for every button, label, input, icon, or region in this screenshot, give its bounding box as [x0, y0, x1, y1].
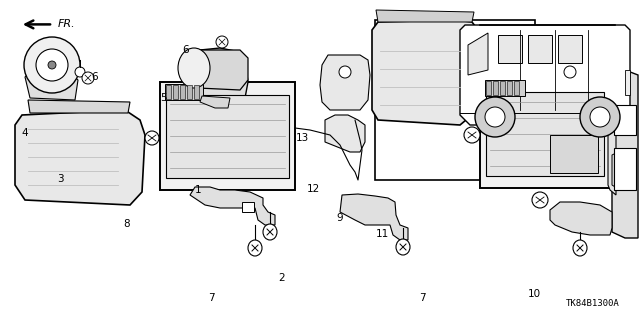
Polygon shape	[468, 33, 488, 75]
Bar	[493, 81, 498, 95]
Bar	[514, 81, 519, 95]
Bar	[498, 35, 522, 63]
Text: 4: 4	[21, 128, 28, 138]
Polygon shape	[625, 70, 630, 95]
Polygon shape	[372, 20, 478, 125]
Bar	[550, 135, 598, 173]
Polygon shape	[612, 152, 626, 190]
Bar	[375, 20, 535, 180]
Polygon shape	[325, 115, 365, 152]
Ellipse shape	[339, 66, 351, 78]
Bar	[486, 81, 491, 95]
Bar	[485, 80, 525, 96]
Text: 13: 13	[296, 132, 308, 143]
Text: 11: 11	[376, 228, 389, 239]
Bar	[165, 84, 203, 100]
Bar	[180, 85, 185, 99]
Ellipse shape	[82, 72, 94, 84]
Ellipse shape	[263, 224, 277, 240]
Ellipse shape	[145, 131, 159, 145]
Polygon shape	[550, 202, 612, 235]
Polygon shape	[190, 50, 248, 90]
Text: 7: 7	[208, 292, 214, 303]
Polygon shape	[608, 65, 616, 195]
Ellipse shape	[24, 37, 80, 93]
Bar	[558, 35, 582, 63]
Text: 8: 8	[124, 219, 130, 229]
Ellipse shape	[590, 107, 610, 127]
Ellipse shape	[178, 48, 210, 88]
Ellipse shape	[564, 66, 576, 78]
Bar	[242, 202, 254, 212]
Polygon shape	[555, 58, 614, 88]
Text: 6: 6	[92, 72, 98, 82]
Polygon shape	[320, 55, 370, 110]
Polygon shape	[192, 48, 248, 105]
Bar	[507, 81, 512, 95]
Text: 5: 5	[160, 92, 166, 103]
Ellipse shape	[573, 240, 587, 256]
Ellipse shape	[485, 107, 505, 127]
Bar	[486, 92, 604, 176]
Polygon shape	[190, 187, 275, 225]
Text: 6: 6	[182, 44, 189, 55]
Text: 10: 10	[528, 289, 541, 300]
Ellipse shape	[75, 67, 85, 77]
Ellipse shape	[580, 97, 620, 137]
Text: 1: 1	[195, 185, 202, 196]
Ellipse shape	[48, 61, 56, 69]
Text: FR.: FR.	[58, 20, 76, 29]
Bar	[160, 82, 295, 190]
Bar	[500, 81, 505, 95]
Ellipse shape	[464, 127, 480, 143]
Text: 2: 2	[278, 273, 285, 284]
Ellipse shape	[396, 239, 410, 255]
Text: 3: 3	[58, 174, 64, 184]
Text: 7: 7	[419, 292, 426, 303]
Polygon shape	[376, 10, 474, 22]
Bar	[166, 85, 171, 99]
Bar	[194, 85, 199, 99]
Bar	[166, 95, 289, 178]
Polygon shape	[25, 72, 78, 100]
Bar	[187, 85, 192, 99]
Polygon shape	[28, 100, 130, 113]
Bar	[614, 148, 636, 190]
Ellipse shape	[532, 192, 548, 208]
Ellipse shape	[216, 36, 228, 48]
Bar	[528, 35, 552, 63]
Bar	[173, 85, 178, 99]
Ellipse shape	[248, 240, 262, 256]
Text: TK84B1300A: TK84B1300A	[566, 299, 620, 308]
Ellipse shape	[36, 49, 68, 81]
Bar	[614, 105, 636, 135]
Polygon shape	[15, 110, 145, 205]
Polygon shape	[200, 96, 230, 108]
Bar	[480, 76, 610, 188]
Polygon shape	[460, 25, 630, 125]
Text: 9: 9	[336, 212, 342, 223]
Ellipse shape	[475, 97, 515, 137]
Text: 12: 12	[307, 184, 320, 194]
Polygon shape	[612, 70, 638, 238]
Polygon shape	[340, 194, 408, 240]
